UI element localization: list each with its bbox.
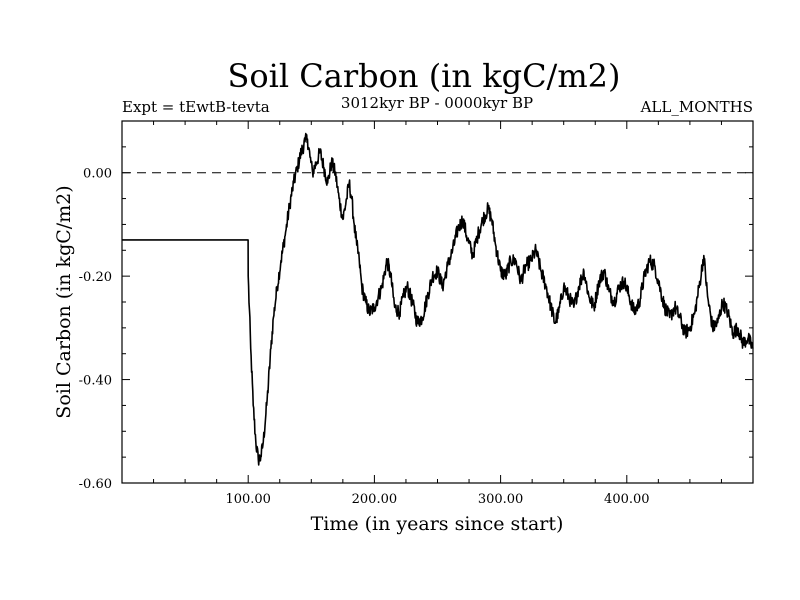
chart-title: Soil Carbon (in kgC/m2) [227, 57, 620, 95]
soil-carbon-series-line [122, 132, 754, 466]
time-range-label: 3012kyr BP - 0000kyr BP [341, 94, 533, 112]
y-tick-label: -0.60 [79, 477, 112, 492]
y-tick-label: -0.20 [79, 270, 112, 285]
x-tick-label: 100.00 [225, 492, 271, 507]
y-axis-label: Soil Carbon (in kgC/m2) [53, 185, 75, 418]
months-label: ALL_MONTHS [640, 98, 753, 116]
experiment-label: Expt = tEwtB-tevta [122, 98, 270, 116]
x-axis-ticks: 100.00 200.00 300.00 400.00 [153, 121, 722, 507]
x-tick-label: 300.00 [478, 492, 524, 507]
y-tick-label: 0.00 [83, 167, 112, 182]
plot-frame [121, 120, 754, 484]
x-tick-label: 200.00 [352, 492, 398, 507]
y-tick-label: -0.40 [79, 374, 112, 389]
x-tick-label: 400.00 [604, 492, 650, 507]
y-axis-ticks: 0.00 -0.20 -0.40 -0.60 [79, 120, 753, 492]
x-axis-label: Time (in years since start) [311, 513, 564, 535]
